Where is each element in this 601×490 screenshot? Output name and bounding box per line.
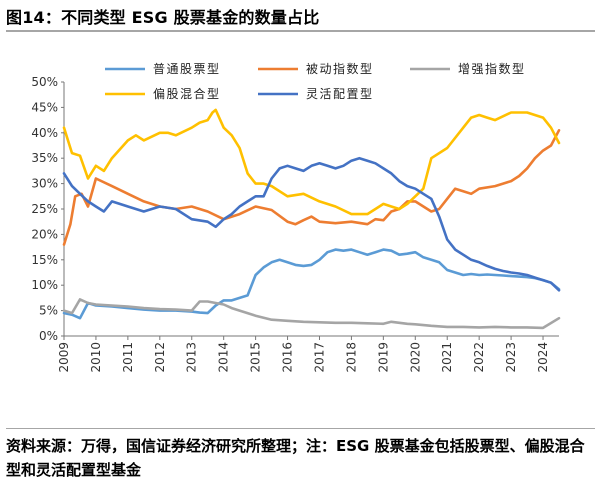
- x-tick-label: 2020: [408, 342, 422, 373]
- x-tick-label: 2016: [281, 342, 295, 373]
- x-tick-label: 2011: [121, 342, 135, 373]
- y-tick-label: 25%: [31, 202, 58, 216]
- legend-label: 普通股票型: [153, 62, 221, 76]
- x-tick-label: 2010: [89, 342, 103, 373]
- line-chart: 0% 5% 10% 15% 20% 25% 30% 35% 40% 45% 50% 2009 2010…: [31, 61, 561, 373]
- x-tick-label: 2014: [217, 342, 231, 373]
- y-tick-label: 0%: [39, 329, 58, 343]
- x-tick-label: 2023: [504, 342, 518, 373]
- legend-label: 偏股混合型: [153, 86, 221, 101]
- legend-label: 灵活配置型: [306, 87, 374, 101]
- x-tick-label: 2024: [536, 342, 550, 373]
- y-tick-label: 20%: [31, 227, 58, 241]
- y-tick-label: 50%: [31, 75, 58, 89]
- title-rule: [6, 30, 595, 32]
- series-line-4: [62, 156, 561, 292]
- y-tick-label: 45%: [31, 100, 58, 114]
- y-tick-label: 5%: [39, 304, 58, 318]
- y-tick-label: 10%: [31, 278, 58, 292]
- x-tick-label: 2009: [57, 342, 71, 373]
- source-rule: [6, 428, 595, 429]
- x-tick-label: 2022: [472, 342, 486, 373]
- x-tick-label: 2013: [185, 342, 199, 373]
- axes: [61, 81, 559, 340]
- y-tick-label: 30%: [31, 177, 58, 191]
- x-tick-label: 2015: [249, 342, 263, 373]
- series-line-2: [62, 298, 561, 330]
- y-tick-label: 40%: [31, 126, 58, 140]
- legend-label: 被动指数型: [306, 61, 374, 76]
- legend-label: 增强指数型: [458, 61, 526, 76]
- x-tick-label: 2012: [153, 342, 167, 373]
- y-tick-label: 15%: [31, 253, 58, 267]
- source-note: 资料来源：万得，国信证券经济研究所整理；注：ESG 股票基金包括股票型、偏股混合…: [6, 437, 585, 479]
- x-axis-tick-labels: 2009 2010 2011 2012 2013 2014 2015 2016 2017 2018…: [57, 342, 550, 373]
- x-tick-label: 2017: [312, 342, 326, 373]
- x-tick-label: 2018: [344, 342, 358, 373]
- figure-title: 图14：不同类型 ESG 股票基金的数量占比: [6, 8, 320, 27]
- series-line-1: [62, 129, 561, 246]
- y-axis-tick-labels: 0% 5% 10% 15% 20% 25% 30% 35% 40% 45% 50%: [31, 75, 58, 343]
- series-lines: [62, 108, 561, 330]
- y-tick-label: 35%: [31, 151, 58, 165]
- x-tick-label: 2021: [440, 342, 454, 373]
- x-tick-label: 2019: [376, 342, 390, 373]
